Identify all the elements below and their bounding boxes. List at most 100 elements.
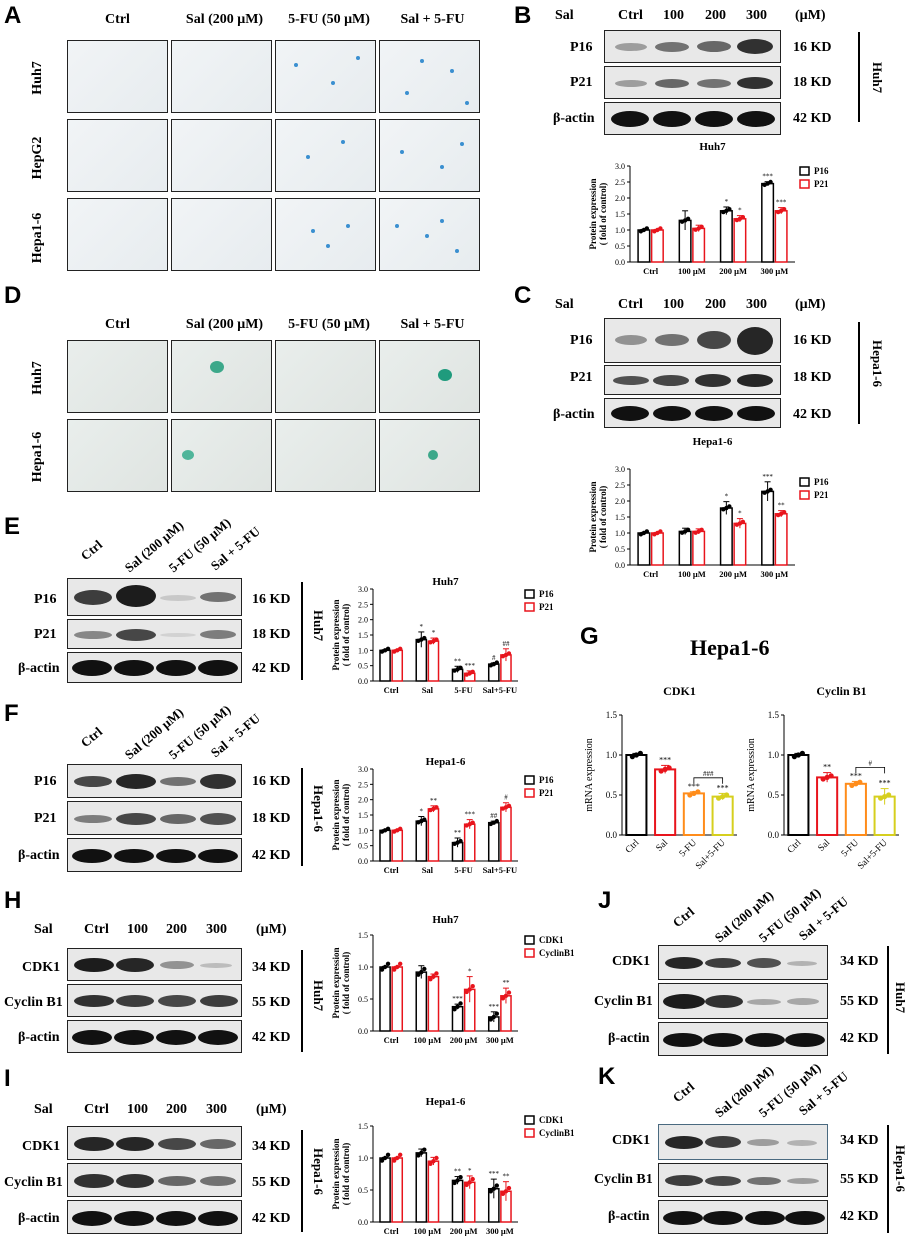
significance-label: *** xyxy=(489,1003,500,1011)
kd-16: 16 KD xyxy=(793,40,832,55)
legend-label: CDK1 xyxy=(539,1115,564,1125)
y-axis-label: Protein expression xyxy=(588,179,598,250)
x-tick-label: 5-FU xyxy=(840,838,861,859)
significance-label: ** xyxy=(502,1173,510,1181)
y-axis-label: ( fold of control) xyxy=(341,1143,351,1206)
micrograph xyxy=(379,198,480,271)
y-tick-label: 1.0 xyxy=(615,529,625,538)
chart-title: CDK1 xyxy=(663,684,696,698)
significance-label: ** xyxy=(430,797,438,805)
data-point xyxy=(422,1147,427,1152)
data-point xyxy=(434,1155,439,1161)
data-point xyxy=(488,1017,493,1022)
significance-label: # xyxy=(869,759,873,767)
y-tick-label: 1.0 xyxy=(768,750,780,760)
data-point xyxy=(434,637,439,642)
data-point xyxy=(886,792,892,798)
cell-label-huh7: Huh7 xyxy=(893,982,908,1014)
data-point xyxy=(724,792,730,798)
legend-label: P16 xyxy=(814,166,829,176)
cell-label-hepa16: Hepa1-6 xyxy=(893,1145,908,1192)
bar xyxy=(427,975,440,1032)
x-tick-label: 5-FU xyxy=(454,685,472,695)
y-tick-label: 0.5 xyxy=(358,842,368,851)
y-axis-label: ( fold of control) xyxy=(341,952,351,1015)
divider xyxy=(887,1125,889,1233)
lane-ctrl: Ctrl xyxy=(84,922,109,937)
y-tick-label: 1.5 xyxy=(358,1122,368,1131)
lane-ctrl: Ctrl xyxy=(669,1078,698,1106)
data-point xyxy=(828,773,834,779)
y-axis-label: ( fold of control) xyxy=(598,183,608,246)
bar xyxy=(451,1179,464,1223)
y-tick-label: 0.5 xyxy=(768,790,780,800)
y-tick-label: 1.0 xyxy=(358,646,368,655)
panel-label-c: C xyxy=(514,282,532,309)
data-point xyxy=(416,1153,421,1158)
lane-ctrl: Ctrl xyxy=(84,1102,109,1117)
y-tick-label: 0.5 xyxy=(606,790,618,800)
micrograph xyxy=(379,40,480,113)
significance-label: ## xyxy=(502,640,510,648)
data-point xyxy=(857,779,863,785)
micrograph xyxy=(171,419,272,492)
chart-title: Huh7 xyxy=(432,576,459,588)
protein-cyclinb1: Cyclin B1 xyxy=(4,995,63,1010)
y-tick-label: 1.0 xyxy=(358,1154,368,1163)
bar xyxy=(500,806,512,862)
data-point xyxy=(658,768,664,774)
significance-label: *** xyxy=(452,995,463,1003)
significance-label: ### xyxy=(703,770,714,778)
cell-label-huh7: Huh7 xyxy=(311,980,326,1012)
data-point xyxy=(500,996,506,1001)
significance-label: # xyxy=(492,654,496,662)
data-point xyxy=(452,1007,457,1012)
kd-42: 42 KD xyxy=(252,661,291,676)
data-point xyxy=(494,660,499,665)
divider xyxy=(301,950,303,1052)
col-header-5fu: 5-FU (50 μM) xyxy=(288,12,370,27)
micrograph xyxy=(67,119,168,192)
bar xyxy=(692,530,706,566)
significance-label: *** xyxy=(717,783,729,792)
x-tick-label: Sal xyxy=(655,838,671,854)
protein-actin: β-actin xyxy=(18,848,60,863)
panel-label-i: I xyxy=(4,1065,11,1092)
cell-label-huh7: Huh7 xyxy=(311,610,326,642)
protein-cdk1: CDK1 xyxy=(612,954,651,969)
bar xyxy=(391,1157,404,1223)
unit-label: (μM) xyxy=(256,922,287,937)
bar xyxy=(415,971,428,1032)
bar xyxy=(719,210,733,263)
x-tick-label: Ctrl xyxy=(643,266,659,276)
data-point xyxy=(699,224,704,229)
y-tick-label: 3.0 xyxy=(615,162,625,171)
data-point xyxy=(382,964,388,970)
x-tick-label: 300 μM xyxy=(761,266,789,276)
y-axis-label: ( fold of control) xyxy=(341,604,351,667)
bar xyxy=(711,795,734,837)
bar xyxy=(650,532,664,566)
data-point xyxy=(494,818,499,824)
row-label-hepa16: Hepa1-6 xyxy=(30,431,45,483)
data-point xyxy=(695,789,701,795)
x-tick-label: 5-FU xyxy=(678,838,699,859)
chart-title: Huh7 xyxy=(699,141,726,153)
protein-cdk1: CDK1 xyxy=(22,1139,61,1154)
data-point xyxy=(768,487,773,492)
data-point xyxy=(428,976,433,982)
blot-cyclinb1 xyxy=(67,1163,242,1197)
data-point xyxy=(419,969,424,975)
blot-cyclinb1 xyxy=(658,1163,828,1197)
kd-16: 16 KD xyxy=(252,592,291,607)
col-header-combo: Sal + 5-FU xyxy=(400,12,465,27)
lane-200: 200 xyxy=(705,297,726,312)
chart-i: Hepa1-6 Protein expression( fold of contr… xyxy=(331,1096,575,1236)
legend-swatch xyxy=(524,935,535,945)
kd-16: 16 KD xyxy=(793,333,832,348)
blot-p21 xyxy=(67,801,242,835)
protein-p16: P16 xyxy=(570,333,593,348)
kd-55: 55 KD xyxy=(840,994,879,1009)
legend-swatch xyxy=(524,589,535,599)
legend-swatch xyxy=(524,602,535,612)
